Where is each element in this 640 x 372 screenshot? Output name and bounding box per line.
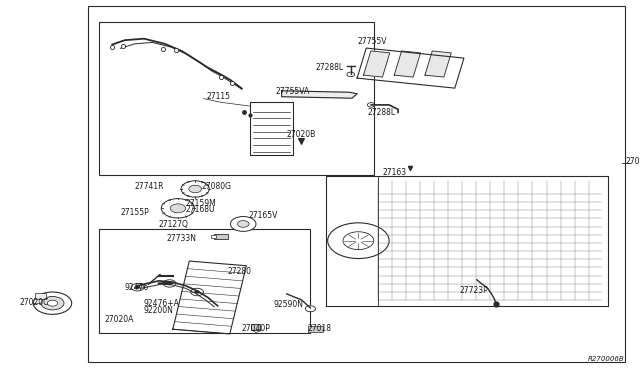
Polygon shape xyxy=(425,51,451,77)
Circle shape xyxy=(367,103,375,107)
Text: 27168U: 27168U xyxy=(186,205,215,214)
Bar xyxy=(88,6,625,362)
Text: 27733N: 27733N xyxy=(166,234,196,243)
Circle shape xyxy=(131,283,144,291)
Text: 92476: 92476 xyxy=(125,283,149,292)
Bar xyxy=(250,102,293,155)
Circle shape xyxy=(181,181,209,197)
Circle shape xyxy=(170,204,186,213)
Circle shape xyxy=(167,282,172,285)
Text: 27127Q: 27127Q xyxy=(159,220,189,229)
Circle shape xyxy=(161,199,195,218)
Circle shape xyxy=(135,286,140,289)
Circle shape xyxy=(47,300,58,306)
Bar xyxy=(35,293,46,299)
Bar xyxy=(251,324,260,330)
Circle shape xyxy=(163,280,176,287)
Text: 27040P: 27040P xyxy=(242,324,271,333)
Circle shape xyxy=(33,292,72,314)
Text: 27163: 27163 xyxy=(383,168,407,177)
Bar xyxy=(211,235,216,238)
Text: R270006B: R270006B xyxy=(588,356,624,362)
Bar xyxy=(214,234,228,239)
Text: 92476+A: 92476+A xyxy=(144,299,180,308)
Text: 27020B: 27020B xyxy=(287,130,316,139)
Text: 27155P: 27155P xyxy=(120,208,149,217)
Bar xyxy=(99,229,310,333)
Text: 27280: 27280 xyxy=(227,267,251,276)
Circle shape xyxy=(230,217,256,231)
Polygon shape xyxy=(282,91,357,98)
Text: 92200N: 92200N xyxy=(144,306,174,315)
Circle shape xyxy=(189,185,202,193)
Circle shape xyxy=(237,221,249,227)
Polygon shape xyxy=(394,51,420,77)
Bar xyxy=(99,22,374,175)
Bar xyxy=(308,326,323,332)
Text: 27755VA: 27755VA xyxy=(275,87,310,96)
Text: 27020C: 27020C xyxy=(19,298,49,307)
Text: 27010: 27010 xyxy=(626,157,640,166)
Circle shape xyxy=(305,306,316,312)
Text: 27159M: 27159M xyxy=(186,199,216,208)
Text: 27741R: 27741R xyxy=(134,182,164,191)
Circle shape xyxy=(347,72,355,77)
Text: 27288L: 27288L xyxy=(316,63,344,72)
Text: 27018: 27018 xyxy=(308,324,332,333)
Text: 27288L: 27288L xyxy=(368,108,396,117)
Text: 27115: 27115 xyxy=(206,92,230,101)
Circle shape xyxy=(195,291,200,294)
Polygon shape xyxy=(364,51,390,77)
Text: 27723P: 27723P xyxy=(460,286,488,295)
Text: 27080G: 27080G xyxy=(202,182,232,191)
Text: 92590N: 92590N xyxy=(274,300,304,309)
Circle shape xyxy=(191,288,204,296)
Circle shape xyxy=(41,296,64,310)
Text: 27755V: 27755V xyxy=(357,37,387,46)
Text: 27165V: 27165V xyxy=(248,211,278,220)
Text: 27020A: 27020A xyxy=(104,315,134,324)
